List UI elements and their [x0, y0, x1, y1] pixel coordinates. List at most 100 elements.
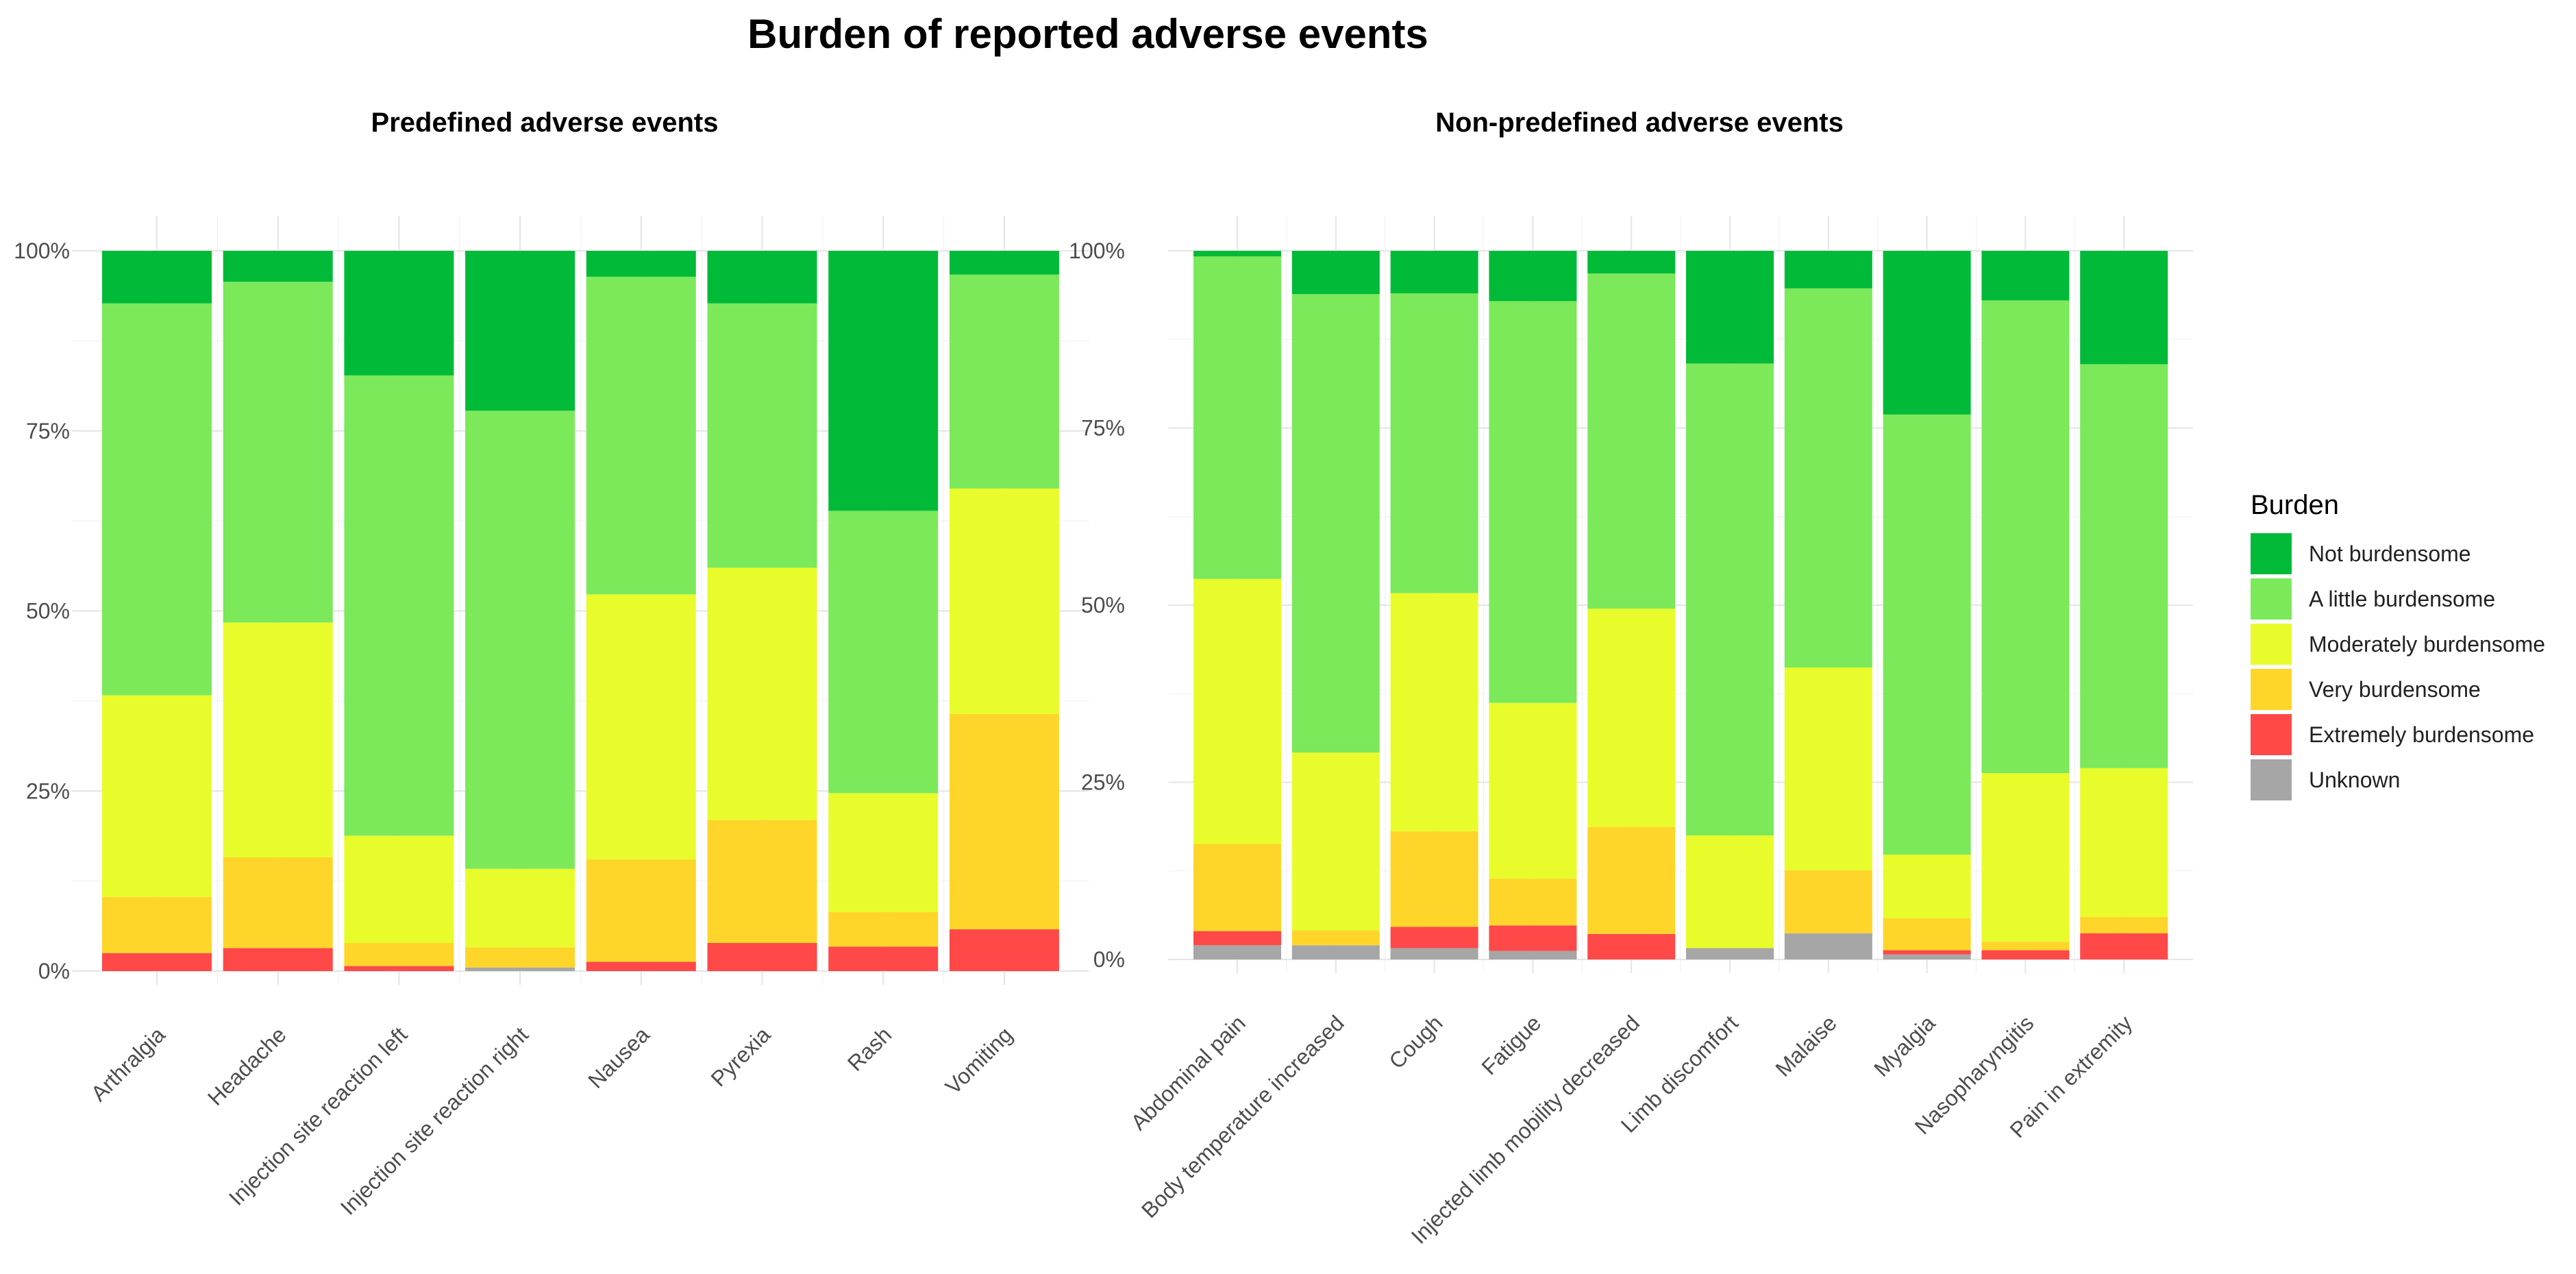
bar-segment-injection-site-reaction-right-unknown: [465, 967, 575, 971]
bar-segment-body-temperature-increased-a-little-burdensome: [1291, 294, 1380, 753]
bar-segment-rash-not-burdensome: [828, 251, 939, 511]
bar-segment-headache-a-little-burdensome: [223, 282, 333, 623]
bar-segment-pain-in-extremity-very-burdensome: [2080, 916, 2168, 933]
bar-segment-arthralgia-very-burdensome: [102, 896, 212, 953]
legend-label: A little burdensome: [2309, 587, 2495, 611]
bar-segment-injected-limb-mobility-decreased-very-burdensome: [1587, 826, 1676, 934]
bar-segment-cough-a-little-burdensome: [1390, 293, 1478, 593]
bar-segment-injection-site-reaction-left-very-burdensome: [344, 943, 454, 966]
bar-segment-cough-extremely-burdensome: [1390, 927, 1478, 948]
y-tick-label: 50%: [26, 599, 70, 624]
panel-title: Non-predefined adverse events: [1435, 108, 1844, 138]
bar-segment-limb-discomfort-moderately-burdensome: [1686, 835, 1774, 948]
x-tick-label: Myalgia: [1869, 1010, 1940, 1081]
legend-swatch-moderately-burdensome: [2251, 624, 2292, 665]
y-tick-label: 0%: [1093, 947, 1125, 972]
x-tick-label: Nausea: [583, 1022, 654, 1093]
bar-segment-abdominal-pain-a-little-burdensome: [1193, 256, 1281, 579]
bar-segment-headache-not-burdensome: [223, 251, 333, 282]
bar-segment-pyrexia-very-burdensome: [707, 820, 817, 944]
bar-segment-injected-limb-mobility-decreased-a-little-burdensome: [1587, 273, 1676, 609]
chart-title: Burden of reported adverse events: [747, 11, 1428, 57]
y-tick-label: 75%: [1081, 416, 1125, 441]
bar-segment-pain-in-extremity-a-little-burdensome: [2080, 364, 2168, 768]
bar-segment-headache-moderately-burdensome: [223, 622, 333, 857]
bar-segment-injection-site-reaction-left-not-burdensome: [344, 251, 454, 376]
bar-segment-abdominal-pain-unknown: [1193, 945, 1281, 959]
legend-swatch-unknown: [2251, 759, 2292, 800]
bar-segment-malaise-a-little-burdensome: [1784, 288, 1872, 667]
bar-segment-nasopharyngitis-a-little-burdensome: [1981, 300, 2070, 774]
bar-segment-headache-very-burdensome: [223, 857, 333, 948]
x-tick-label: Headache: [203, 1022, 291, 1110]
bar-segment-fatigue-moderately-burdensome: [1489, 702, 1577, 879]
bar-segment-cough-unknown: [1390, 948, 1478, 959]
bar-segment-myalgia-moderately-burdensome: [1883, 854, 1971, 919]
bar-segment-pain-in-extremity-not-burdensome: [2080, 251, 2168, 365]
y-tick-label: 25%: [26, 779, 70, 803]
bar-segment-abdominal-pain-extremely-burdensome: [1193, 931, 1281, 946]
bar-segment-injected-limb-mobility-decreased-moderately-burdensome: [1587, 609, 1676, 827]
y-tick-label: 0%: [38, 959, 70, 983]
bar-segment-injection-site-reaction-left-moderately-burdensome: [344, 835, 454, 944]
bar-segment-arthralgia-moderately-burdensome: [102, 695, 212, 897]
x-tick-label: Body temperature increased: [1137, 1010, 1349, 1223]
bar-segment-injection-site-reaction-right-moderately-burdensome: [465, 868, 575, 948]
legend-swatch-extremely-burdensome: [2251, 714, 2292, 755]
bar-segment-abdominal-pain-not-burdensome: [1193, 251, 1281, 257]
bar-segment-pyrexia-a-little-burdensome: [707, 303, 817, 568]
bar-segment-fatigue-unknown: [1489, 951, 1577, 959]
y-tick-label: 25%: [1081, 770, 1125, 795]
bar-segment-pyrexia-moderately-burdensome: [707, 567, 817, 820]
bar-segment-malaise-very-burdensome: [1784, 870, 1872, 933]
legend-swatch-not-burdensome: [2251, 533, 2292, 574]
bar-segment-arthralgia-a-little-burdensome: [102, 303, 212, 696]
bar-segment-malaise-unknown: [1784, 933, 1872, 959]
bar-segment-rash-very-burdensome: [828, 911, 939, 947]
bar-segment-injection-site-reaction-right-not-burdensome: [465, 251, 575, 411]
bar-segment-myalgia-extremely-burdensome: [1883, 950, 1971, 955]
bar-segment-nausea-extremely-burdensome: [586, 961, 696, 971]
bar-segment-nausea-very-burdensome: [586, 859, 696, 962]
bar-segment-rash-moderately-burdensome: [828, 793, 939, 912]
legend-swatch-very-burdensome: [2251, 669, 2292, 710]
bar-segment-nasopharyngitis-extremely-burdensome: [1981, 950, 2070, 959]
legend-label: Moderately burdensome: [2309, 632, 2545, 657]
legend-label: Very burdensome: [2309, 677, 2481, 702]
bar-segment-injected-limb-mobility-decreased-not-burdensome: [1587, 251, 1676, 274]
legend-label: Extremely burdensome: [2309, 722, 2534, 747]
bar-segment-injection-site-reaction-right-a-little-burdensome: [465, 411, 575, 869]
bar-segment-vomiting-moderately-burdensome: [949, 488, 1059, 714]
panel-predefined-adverse-events: Predefined adverse events 0% 25% 50% 75% 100%…: [14, 108, 1089, 1220]
bar-segment-arthralgia-extremely-burdensome: [102, 953, 212, 971]
bar-segment-nausea-a-little-burdensome: [586, 276, 696, 595]
y-tick-label: 75%: [26, 419, 70, 443]
y-tick-label: 100%: [14, 238, 70, 263]
bar-segment-injection-site-reaction-left-extremely-burdensome: [344, 966, 454, 971]
bar-segment-limb-discomfort-unknown: [1686, 948, 1774, 959]
bar-segment-cough-not-burdensome: [1390, 251, 1478, 294]
bar-segment-malaise-moderately-burdensome: [1784, 667, 1872, 870]
bar-segment-pain-in-extremity-moderately-burdensome: [2080, 768, 2168, 917]
bar-segment-fatigue-very-burdensome: [1489, 879, 1577, 926]
x-tick-label: Pyrexia: [706, 1022, 776, 1091]
x-tick-label: Rash: [843, 1022, 896, 1075]
bar-segment-pain-in-extremity-extremely-burdensome: [2080, 933, 2168, 959]
bar-segment-injection-site-reaction-left-a-little-burdensome: [344, 375, 454, 836]
bar-segment-vomiting-a-little-burdensome: [949, 274, 1059, 489]
panel-non-predefined-adverse-events: Non-predefined adverse events 0% 25% 50% 75%…: [1069, 108, 2193, 1249]
panels: Predefined adverse events 0% 25% 50% 75% 100%…: [14, 108, 2193, 1249]
bar-segment-arthralgia-not-burdensome: [102, 251, 212, 304]
legend-label: Unknown: [2309, 768, 2400, 792]
bar-segment-body-temperature-increased-very-burdensome: [1291, 930, 1380, 946]
bar-segment-body-temperature-increased-not-burdensome: [1291, 251, 1380, 295]
bar-segment-pyrexia-not-burdensome: [707, 251, 817, 304]
legend: Burden Not burdensome A little burdensome M…: [2251, 490, 2545, 800]
bar-segment-vomiting-not-burdensome: [949, 251, 1059, 275]
bar-segment-vomiting-very-burdensome: [949, 713, 1059, 930]
bar-segment-vomiting-extremely-burdensome: [949, 929, 1059, 971]
bar-segment-pyrexia-extremely-burdensome: [707, 943, 817, 971]
bar-segment-nasopharyngitis-not-burdensome: [1981, 251, 2070, 301]
bar-segment-fatigue-not-burdensome: [1489, 251, 1577, 302]
